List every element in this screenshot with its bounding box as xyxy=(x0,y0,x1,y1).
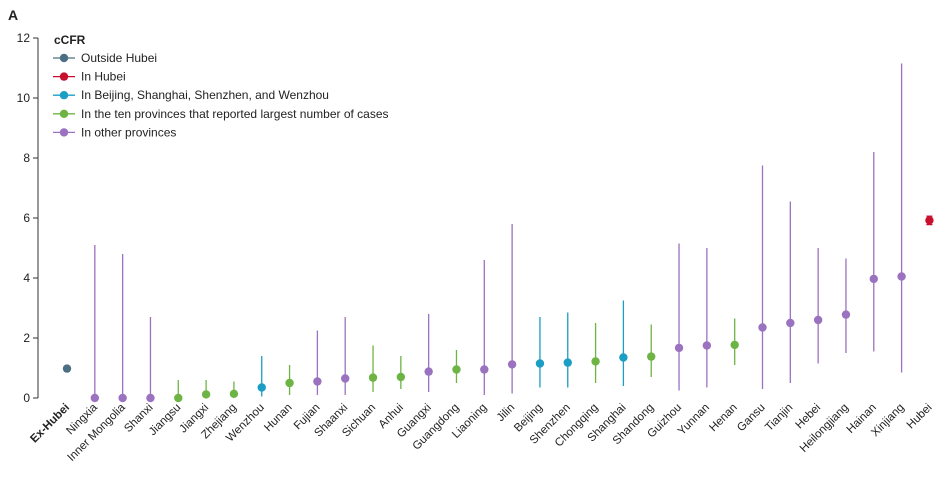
point-guangdong xyxy=(452,365,461,374)
y-tick-label: 12 xyxy=(17,31,31,45)
point-hebei xyxy=(813,315,823,325)
legend-marker xyxy=(59,128,69,137)
y-tick-label: 10 xyxy=(17,91,31,105)
point-hubei xyxy=(925,216,934,225)
legend-label-big-cities: In Beijing, Shanghai, Shenzhen, and Wenz… xyxy=(81,88,329,102)
error-bars xyxy=(66,63,933,398)
point-zhejiang xyxy=(229,389,239,398)
point-hunan xyxy=(285,378,294,388)
category-label: Hunan xyxy=(262,402,294,434)
point-wenzhou xyxy=(257,383,266,392)
point-sichuan xyxy=(368,373,378,382)
point-shaanxi xyxy=(341,374,350,383)
point-heilongjiang xyxy=(841,310,851,319)
point-guangxi xyxy=(424,367,433,376)
point-shenzhen xyxy=(563,358,572,367)
point-yunnan xyxy=(702,341,712,350)
point-hainan xyxy=(869,274,878,284)
point-beijing xyxy=(535,359,545,368)
point-ex-hubei xyxy=(62,364,72,373)
legend-label-other: In other provinces xyxy=(81,125,176,139)
panel-label: A xyxy=(8,7,18,23)
legend-marker xyxy=(59,109,69,119)
category-label: Hubei xyxy=(905,402,935,432)
point-liaoning xyxy=(480,365,489,374)
point-shanghai xyxy=(619,353,628,362)
point-fujian xyxy=(313,377,322,386)
category-label: Henan xyxy=(707,402,739,434)
legend: cCFR Outside Hubei In Hubei In Beijing, Sh… xyxy=(53,33,389,139)
point-jiangsu xyxy=(174,393,183,403)
point-jiangxi xyxy=(201,390,211,399)
y-tick-label: 0 xyxy=(23,391,30,405)
y-tick-label: 8 xyxy=(23,151,30,165)
category-label: Ex-Hubei xyxy=(28,402,72,446)
legend-label-in-hubei: In Hubei xyxy=(81,70,126,84)
y-axis: 0 2 4 6 8 10 12 xyxy=(17,31,39,405)
legend-label-outside-hubei: Outside Hubei xyxy=(81,51,157,65)
legend-marker xyxy=(59,91,69,100)
point-ningxia xyxy=(90,393,100,403)
y-tick-label: 2 xyxy=(23,331,30,345)
point-shandong xyxy=(647,352,656,361)
legend-label-top-ten: In the ten provinces that reported large… xyxy=(81,107,389,121)
point-xinjiang xyxy=(897,272,906,281)
point-anhui xyxy=(396,372,406,382)
point-shanxi xyxy=(146,393,155,403)
point-henan xyxy=(730,340,739,350)
legend-marker xyxy=(59,53,69,63)
y-tick-label: 6 xyxy=(23,211,30,225)
category-label: Tianjin xyxy=(763,402,795,434)
point-jilin xyxy=(507,360,517,369)
point-chongqing xyxy=(591,357,600,366)
legend-title: cCFR xyxy=(54,33,86,47)
point-gansu xyxy=(758,323,767,332)
point-inner-mongolia xyxy=(118,393,127,403)
point-tianjin xyxy=(786,318,795,328)
data-points xyxy=(62,216,934,403)
category-label: Jilin xyxy=(495,402,517,424)
category-label: Gansu xyxy=(735,402,767,434)
legend-marker xyxy=(59,72,69,81)
point-guizhou xyxy=(674,343,684,353)
category-label: Yunnan xyxy=(676,402,712,438)
y-tick-label: 4 xyxy=(23,271,30,285)
